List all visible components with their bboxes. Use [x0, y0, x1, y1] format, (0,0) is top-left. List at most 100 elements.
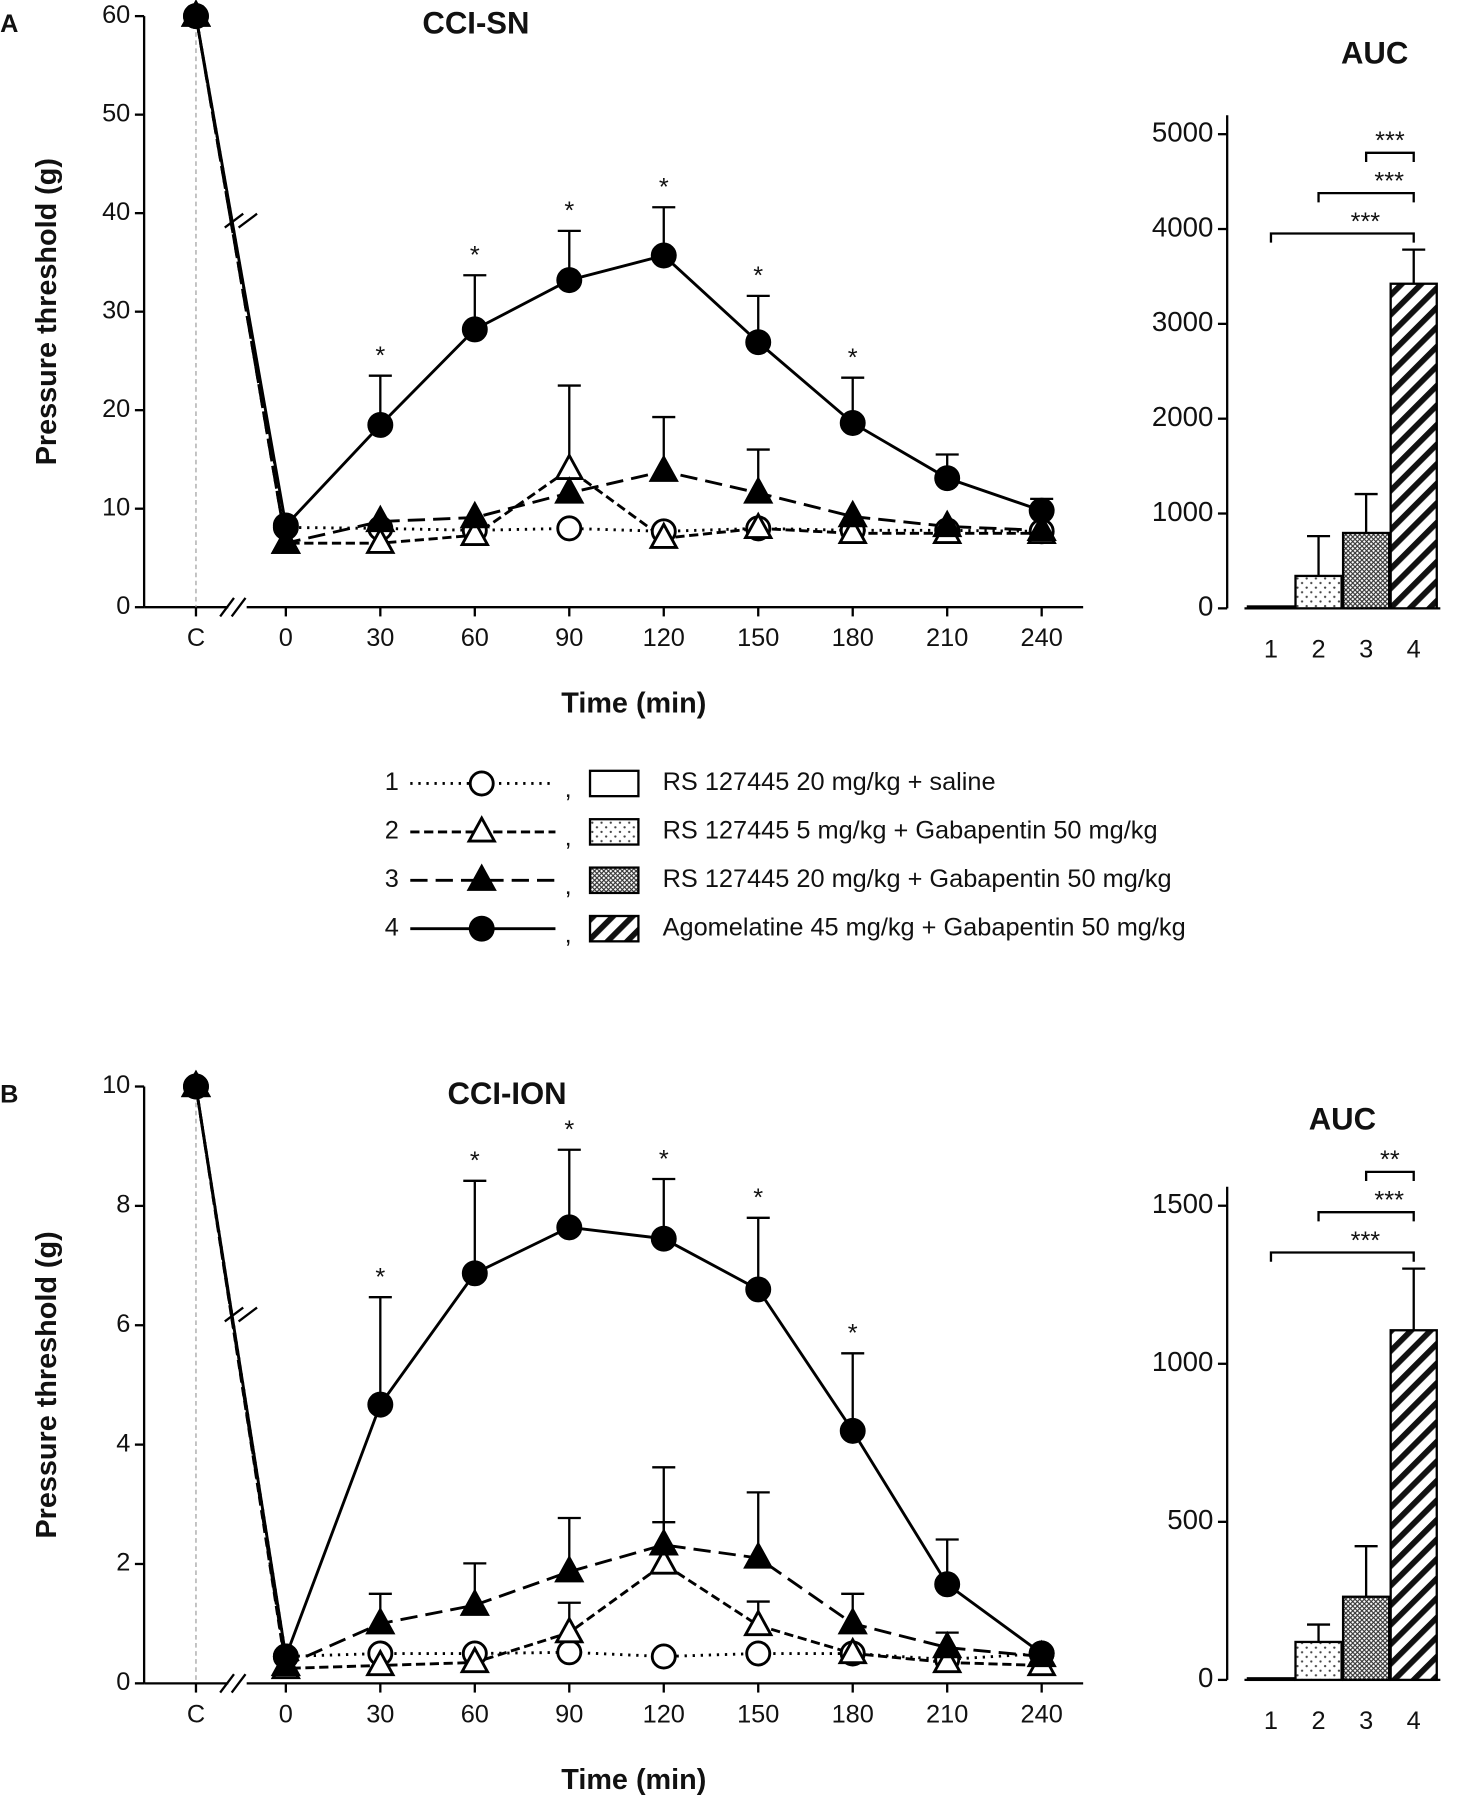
y-tick-label: 20: [102, 395, 130, 423]
significance-label: ***: [1374, 167, 1404, 195]
point: [648, 521, 679, 549]
point: [459, 1645, 490, 1674]
point: [837, 516, 868, 544]
point: [839, 1417, 866, 1444]
legend-marker: [466, 863, 497, 891]
point: [365, 1648, 396, 1677]
x-tick-label: 4: [1407, 1707, 1421, 1735]
significance-label: *: [564, 197, 574, 225]
bar: [1341, 531, 1391, 610]
y-tick-label: 0: [116, 1668, 130, 1696]
y-tick-label: 40: [102, 198, 130, 226]
significance-label: *: [753, 262, 763, 290]
y-tick-label: 6: [116, 1310, 130, 1338]
legend-number: 2: [385, 817, 399, 845]
y-tick-label: 0: [1198, 591, 1213, 622]
point: [1028, 1640, 1055, 1667]
x-tick-label: 240: [1021, 624, 1063, 652]
point: [556, 515, 583, 542]
series-line: [194, 15, 1042, 533]
point: [554, 1554, 585, 1583]
point: [934, 465, 961, 492]
legend-separator: ,: [565, 823, 572, 851]
error-bar: [1307, 534, 1331, 576]
legend-number: 1: [385, 768, 399, 796]
legend-label: Agomelatine 45 mg/kg + Gabapentin 50 mg/…: [663, 913, 1186, 941]
x-tick-label: 2: [1312, 636, 1326, 664]
y-tick-label: 10: [102, 1071, 130, 1099]
error-bar: [1354, 1545, 1378, 1597]
point: [743, 1541, 774, 1569]
bar: [1341, 1595, 1391, 1682]
point: [459, 518, 490, 546]
x-tick-label: 180: [832, 1700, 874, 1728]
error-bar: [1402, 248, 1426, 284]
significance-label: *: [659, 173, 669, 201]
point: [272, 1643, 299, 1670]
axis-break: [230, 1673, 247, 1694]
chart-title: AUC: [1309, 1101, 1376, 1136]
point: [650, 1225, 677, 1252]
point: [556, 1639, 583, 1666]
point: [367, 1391, 394, 1418]
y-tick-label: 2000: [1152, 401, 1214, 432]
point: [745, 1276, 772, 1303]
bar: [1389, 1329, 1438, 1682]
error-bar: [368, 1296, 392, 1405]
x-axis-title: Time (min): [561, 688, 706, 720]
point: [837, 499, 868, 528]
x-tick-label: 60: [461, 624, 489, 652]
point: [837, 1606, 868, 1635]
point: [743, 511, 774, 540]
point: [554, 452, 585, 480]
legend-label: RS 127445 20 mg/kg + saline: [663, 768, 996, 796]
point: [459, 500, 490, 529]
x-tick-label: C: [187, 624, 205, 652]
error-bar: [1307, 1623, 1331, 1642]
significance-label: *: [564, 1116, 574, 1144]
error-bar: [1354, 492, 1378, 533]
x-tick-label: 150: [737, 624, 779, 652]
point: [272, 512, 299, 539]
significance-label: *: [375, 342, 385, 370]
y-tick-label: 10: [102, 493, 130, 521]
point: [650, 1643, 677, 1670]
significance-label: *: [470, 241, 480, 269]
point: [365, 504, 396, 533]
point: [459, 1588, 490, 1616]
legend-swatch: [588, 866, 640, 895]
legend-swatch: [588, 818, 640, 846]
y-tick-label: 8: [116, 1191, 130, 1219]
x-tick-label: 210: [926, 624, 968, 652]
significance-label: ***: [1375, 127, 1405, 155]
x-tick-label: 90: [555, 1700, 583, 1728]
legend-swatch: [588, 914, 640, 943]
x-tick-label: 30: [366, 624, 394, 652]
x-tick-label: 180: [832, 624, 874, 652]
significance-label: ***: [1351, 208, 1381, 236]
point: [932, 1630, 963, 1659]
axis-break: [230, 597, 247, 618]
y-tick-label: 1000: [1152, 1346, 1214, 1377]
y-tick-label: 2: [116, 1549, 130, 1577]
point: [743, 1608, 774, 1637]
significance-label: *: [753, 1184, 763, 1212]
legend-separator: ,: [565, 872, 572, 900]
chart-title: CCI-SN: [422, 6, 529, 41]
point: [367, 411, 394, 438]
x-tick-label: 3: [1359, 636, 1373, 664]
significance-bracket: [1269, 232, 1415, 243]
y-tick-label: 0: [1198, 1662, 1213, 1693]
significance-bracket: [1317, 1211, 1415, 1222]
y-tick-label: 1000: [1152, 496, 1214, 527]
bar: [1246, 1677, 1296, 1682]
x-tick-label: 0: [279, 624, 293, 652]
point: [365, 526, 396, 554]
series-line: [194, 15, 1043, 529]
point: [745, 329, 772, 356]
x-tick-label: 1: [1264, 1707, 1278, 1735]
point: [745, 1640, 772, 1667]
point: [183, 3, 209, 30]
line-break: [237, 1306, 258, 1323]
legend-separator: ,: [565, 920, 572, 948]
